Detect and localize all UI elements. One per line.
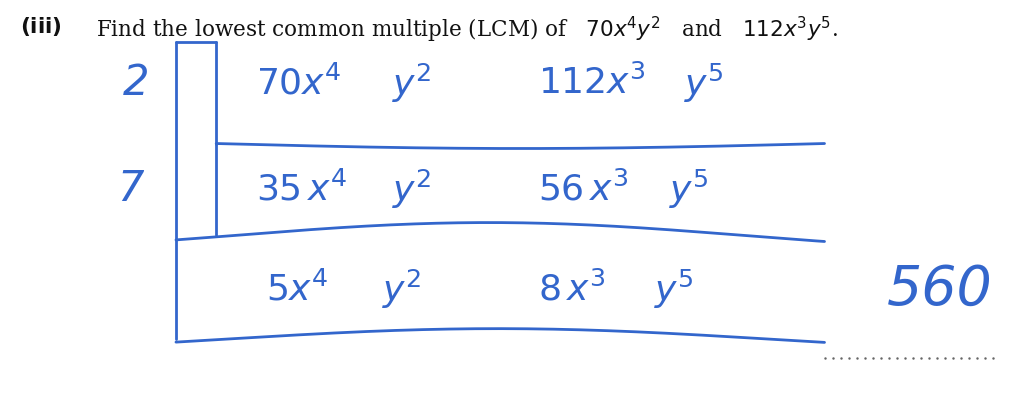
Text: $\mathbf{(iii)}$: $\mathbf{(iii)}$ [21,15,62,37]
Text: $y^{2}$: $y^{2}$ [392,62,431,105]
Text: $y^{5}$: $y^{5}$ [653,267,693,311]
Text: 560: 560 [887,262,993,316]
Text: $y^{5}$: $y^{5}$ [684,62,724,105]
Text: $8\,x^{3}$: $8\,x^{3}$ [538,271,606,307]
Text: $35\,x^{4}$: $35\,x^{4}$ [257,171,348,208]
Text: $112x^{3}$: $112x^{3}$ [538,65,646,102]
Text: 7: 7 [117,168,144,210]
Text: $y^{5}$: $y^{5}$ [669,168,709,211]
Text: $70x^{4}$: $70x^{4}$ [257,65,342,102]
Text: $56\,x^{3}$: $56\,x^{3}$ [538,171,629,208]
Text: $y^{2}$: $y^{2}$ [382,267,422,311]
Text: $5x^{4}$: $5x^{4}$ [266,271,329,307]
Text: $y^{2}$: $y^{2}$ [392,168,431,211]
Text: 2: 2 [122,62,149,104]
Text: Find the lowest common multiple (LCM) of   $70x^4y^2$   and   $112x^3y^5$.: Find the lowest common multiple (LCM) of… [96,15,837,45]
